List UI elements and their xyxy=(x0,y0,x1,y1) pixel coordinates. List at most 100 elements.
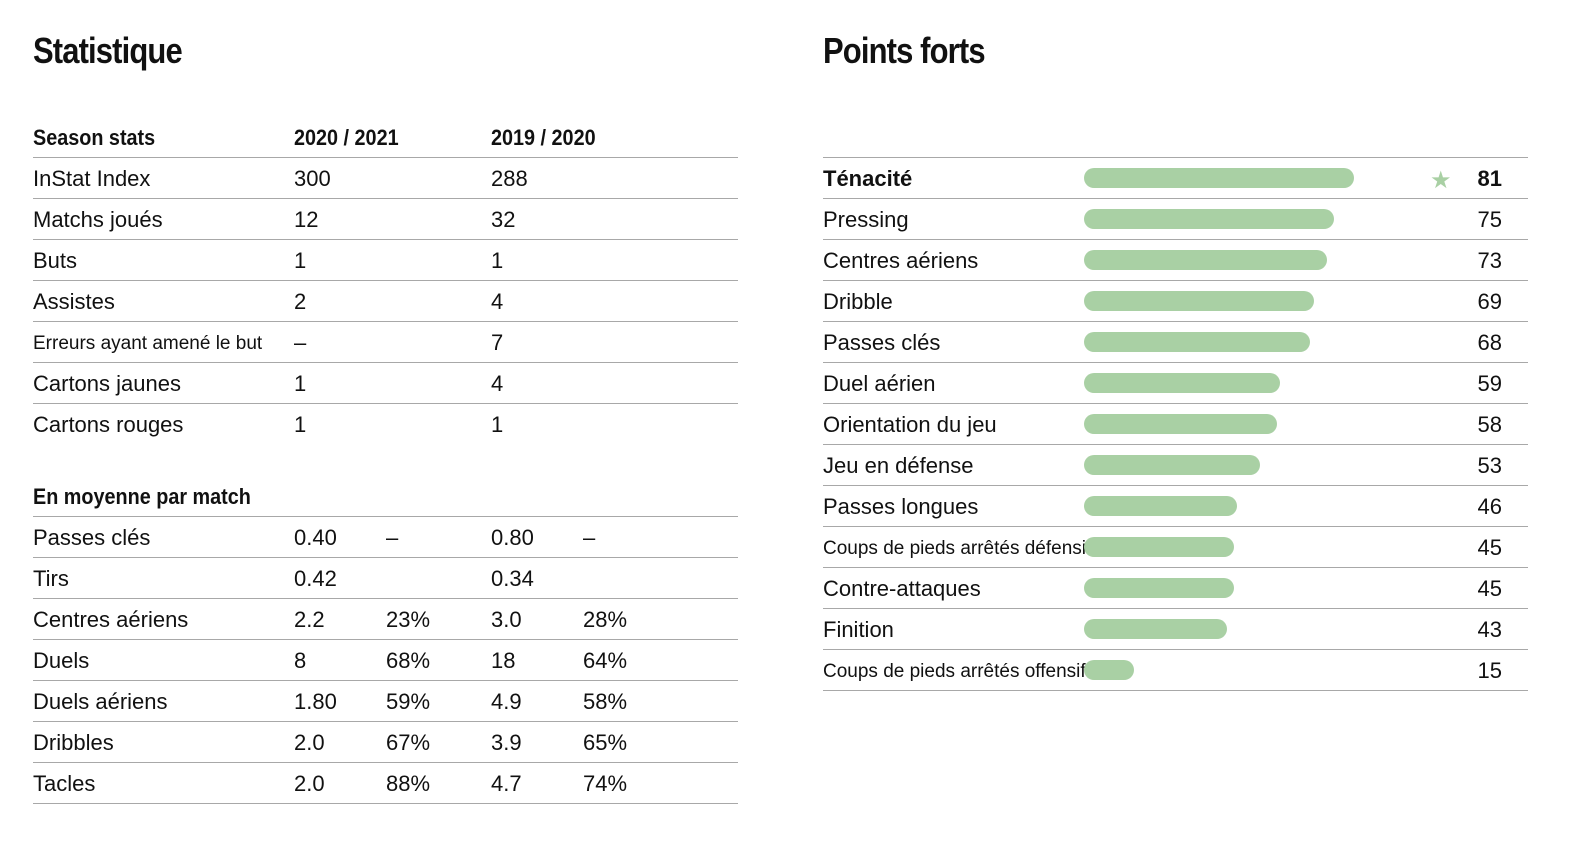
strength-label: Coups de pieds arrêtés défensifs xyxy=(823,538,1101,559)
strength-bar xyxy=(1084,168,1354,188)
strength-bar-track xyxy=(1084,291,1414,311)
row-value-2020: 2.0 xyxy=(294,730,325,755)
row-value-2019: 0.80 xyxy=(491,525,534,550)
row-value-2019: 1 xyxy=(491,412,504,437)
row-value-2019: 1 xyxy=(491,248,504,273)
strength-row: Orientation du jeu 58 xyxy=(823,404,1528,445)
row-value-2020: 1 xyxy=(294,412,307,437)
row-value-2019: 3.9 xyxy=(491,730,522,755)
row-value-2020: 8 xyxy=(294,648,307,673)
table-row: Dribbles 2.0 67% 3.9 65% xyxy=(33,722,738,763)
strength-label: Finition xyxy=(823,617,894,642)
season-stats-header-label: Season stats xyxy=(33,125,156,150)
strength-bar-track xyxy=(1084,537,1414,557)
row-pct-2020: 88% xyxy=(386,771,431,796)
strength-row: Dribble 69 xyxy=(823,281,1528,322)
row-label: Duels xyxy=(33,648,90,673)
strength-value: 75 xyxy=(1477,207,1502,232)
strength-row: Duel aérien 59 xyxy=(823,363,1528,404)
row-value-2020: 2 xyxy=(294,289,307,314)
row-label: Dribbles xyxy=(33,730,114,755)
row-value-2019: 288 xyxy=(491,166,528,191)
row-label: Cartons jaunes xyxy=(33,371,181,396)
strength-label: Orientation du jeu xyxy=(823,412,997,437)
strength-value: 69 xyxy=(1477,289,1502,314)
row-label: InStat Index xyxy=(33,166,151,191)
strength-row: Contre-attaques 45 xyxy=(823,568,1528,609)
row-value-2019: 4 xyxy=(491,371,504,396)
row-pct-2019: 64% xyxy=(583,648,628,673)
strength-bar-track xyxy=(1084,209,1414,229)
strength-bar xyxy=(1084,373,1281,393)
row-value-2019: 18 xyxy=(491,648,516,673)
strength-value: 15 xyxy=(1477,658,1502,683)
table-row: Cartons jaunes 1 4 xyxy=(33,363,738,404)
row-label: Passes clés xyxy=(33,525,151,550)
row-label: Tacles xyxy=(33,771,96,796)
row-value-2020: 2.0 xyxy=(294,771,325,796)
row-value-2019: 7 xyxy=(491,330,504,355)
strength-bar xyxy=(1084,496,1238,516)
row-pct-2020: 59% xyxy=(386,689,431,714)
table-row: Cartons rouges 1 1 xyxy=(33,404,738,444)
strength-label: Centres aériens xyxy=(823,248,979,273)
strength-bar-track xyxy=(1084,578,1414,598)
strength-row: Coups de pieds arrêtés offensifs 15 xyxy=(823,650,1528,691)
strength-bar-track xyxy=(1084,250,1414,270)
strength-bar-track xyxy=(1084,168,1414,188)
row-pct-2019: 58% xyxy=(583,689,628,714)
season-stats-header: Season stats 2020 / 2021 2019 / 2020 xyxy=(33,117,738,158)
strength-row: Jeu en défense 53 xyxy=(823,445,1528,486)
strength-bar xyxy=(1084,332,1311,352)
table-row: Tirs 0.42 0.34 xyxy=(33,558,738,599)
row-pct-2020: 68% xyxy=(386,648,431,673)
strength-row: Passes longues 46 xyxy=(823,486,1528,527)
strength-bar-track xyxy=(1084,332,1414,352)
row-value-2019: 4.7 xyxy=(491,771,522,796)
strength-value: 43 xyxy=(1477,617,1502,642)
strength-label: Contre-attaques xyxy=(823,576,981,601)
average-header-label: En moyenne par match xyxy=(33,484,251,509)
row-value-2019: 4 xyxy=(491,289,504,314)
strength-label: Coups de pieds arrêtés offensifs xyxy=(823,661,1096,682)
row-value-2020: 2.2 xyxy=(294,607,325,632)
strength-value: 81 xyxy=(1477,166,1502,191)
strength-bar-track xyxy=(1084,414,1414,434)
row-value-2020: – xyxy=(294,330,307,355)
row-value-2020: 1 xyxy=(294,248,307,273)
row-label: Buts xyxy=(33,248,78,273)
average-header: En moyenne par match xyxy=(33,476,738,517)
strength-row: Passes clés 68 xyxy=(823,322,1528,363)
strength-label: Pressing xyxy=(823,207,909,232)
strength-bar xyxy=(1084,250,1328,270)
strength-value: 53 xyxy=(1477,453,1502,478)
strength-label: Passes clés xyxy=(823,330,941,355)
strength-value: 45 xyxy=(1477,535,1502,560)
row-value-2020: 0.42 xyxy=(294,566,337,591)
season-col-2019-2020: 2019 / 2020 xyxy=(491,125,596,150)
row-pct-2019: 65% xyxy=(583,730,628,755)
strength-value: 59 xyxy=(1477,371,1502,396)
strength-row: Coups de pieds arrêtés défensifs 45 xyxy=(823,527,1528,568)
table-row: Matchs joués 12 32 xyxy=(33,199,738,240)
statistique-title: Statistique xyxy=(33,30,183,71)
table-row: Tacles 2.0 88% 4.7 74% xyxy=(33,763,738,804)
row-value-2020: 12 xyxy=(294,207,319,232)
average-per-match-table: En moyenne par match Passes clés 0.40 – … xyxy=(33,476,738,804)
strength-row: Ténacité ★ 81 xyxy=(823,158,1528,199)
table-row: Duels aériens 1.80 59% 4.9 58% xyxy=(33,681,738,722)
strength-bar-track xyxy=(1084,496,1414,516)
table-row: Duels 8 68% 18 64% xyxy=(33,640,738,681)
row-label: Duels aériens xyxy=(33,689,168,714)
strength-label: Dribble xyxy=(823,289,893,314)
row-value-2020: 300 xyxy=(294,166,331,191)
strength-bar xyxy=(1084,619,1228,639)
row-value-2020: 1.80 xyxy=(294,689,337,714)
strength-bar xyxy=(1084,660,1134,680)
row-value-2020: 1 xyxy=(294,371,307,396)
row-label: Erreurs ayant amené le but xyxy=(33,333,263,354)
row-value-2019: 4.9 xyxy=(491,689,522,714)
table-row: Erreurs ayant amené le but – 7 xyxy=(33,322,738,363)
row-label: Assistes xyxy=(33,289,115,314)
season-col-2020-2021: 2020 / 2021 xyxy=(294,125,399,150)
